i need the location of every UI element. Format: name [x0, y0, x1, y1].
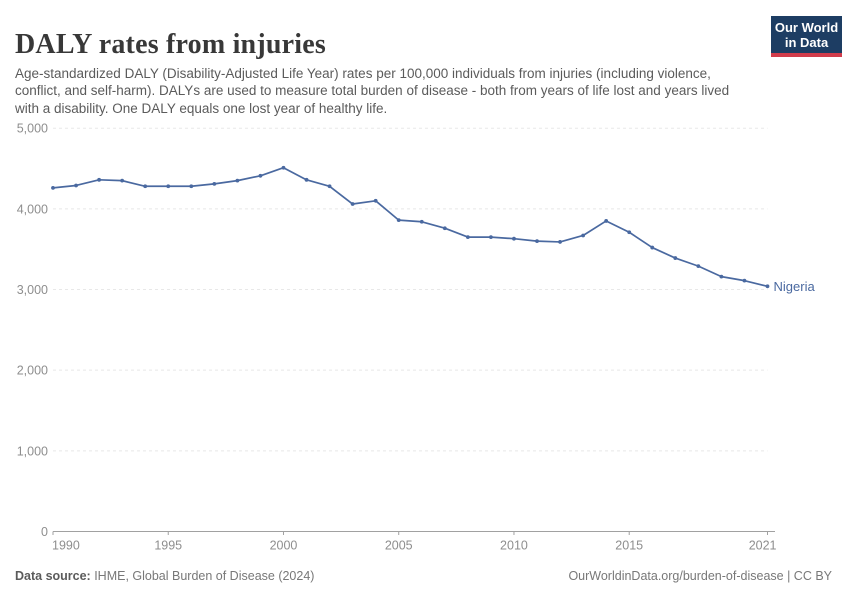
data-point[interactable] [604, 219, 609, 223]
data-point[interactable] [51, 185, 55, 190]
x-tick-label: 2010 [500, 539, 528, 553]
data-point[interactable] [673, 256, 678, 260]
series-end-label[interactable]: Nigeria [774, 279, 816, 294]
credit-note: OurWorldinData.org/burden-of-disease | C… [568, 569, 832, 583]
data-point[interactable] [650, 245, 655, 250]
x-tick-label: 1990 [52, 539, 80, 553]
owid-logo-line2: in Data [784, 35, 829, 50]
data-point[interactable] [696, 264, 701, 269]
data-point[interactable] [581, 233, 586, 238]
owid-logo[interactable]: Our World in Data [771, 16, 842, 57]
y-tick-label: 2,000 [17, 364, 48, 378]
y-tick-label: 1,000 [17, 444, 48, 458]
x-tick-label: 1995 [154, 539, 182, 553]
chart-title: DALY rates from injuries [15, 28, 326, 60]
data-source-note: Data source: IHME, Global Burden of Dise… [15, 569, 314, 583]
data-point[interactable] [535, 239, 539, 244]
data-point[interactable] [765, 284, 770, 289]
data-point[interactable] [558, 240, 562, 244]
x-tick-label: 2015 [615, 539, 643, 553]
data-point[interactable] [212, 181, 217, 186]
x-tick-label: 2005 [385, 539, 413, 553]
data-point[interactable] [235, 178, 240, 183]
data-point[interactable] [419, 219, 424, 224]
y-tick-label: 3,000 [17, 283, 48, 297]
data-point[interactable] [373, 198, 378, 203]
data-point[interactable] [166, 184, 171, 189]
data-point[interactable] [97, 177, 101, 182]
data-line[interactable] [52, 166, 769, 288]
data-source-label: Data source: [15, 569, 91, 583]
data-point[interactable] [281, 165, 286, 170]
data-point[interactable] [258, 173, 263, 178]
data-point[interactable] [396, 218, 401, 223]
data-point[interactable] [350, 202, 355, 206]
data-point[interactable] [489, 235, 493, 239]
data-point[interactable] [74, 183, 78, 188]
chart-subtitle: Age-standardized DALY (Disability-Adjust… [15, 65, 730, 116]
data-point[interactable] [120, 178, 125, 183]
data-point[interactable] [189, 184, 194, 189]
y-tick-label: 4,000 [17, 202, 48, 216]
x-tick-label: 2021 [749, 539, 777, 553]
data-point[interactable] [143, 184, 148, 189]
data-point[interactable] [442, 226, 447, 231]
y-tick-label: 5,000 [17, 122, 48, 136]
owid-logo-line1: Our World [774, 20, 839, 35]
data-point[interactable] [719, 274, 724, 279]
data-point[interactable] [304, 177, 309, 182]
data-source-text: IHME, Global Burden of Disease (2024) [90, 569, 315, 583]
x-tick-label: 2000 [270, 539, 298, 553]
data-point[interactable] [512, 236, 516, 241]
data-point[interactable] [627, 230, 632, 235]
y-tick-label: 0 [41, 525, 48, 539]
data-point[interactable] [742, 278, 747, 283]
data-point[interactable] [327, 184, 332, 189]
data-point[interactable] [465, 235, 470, 239]
